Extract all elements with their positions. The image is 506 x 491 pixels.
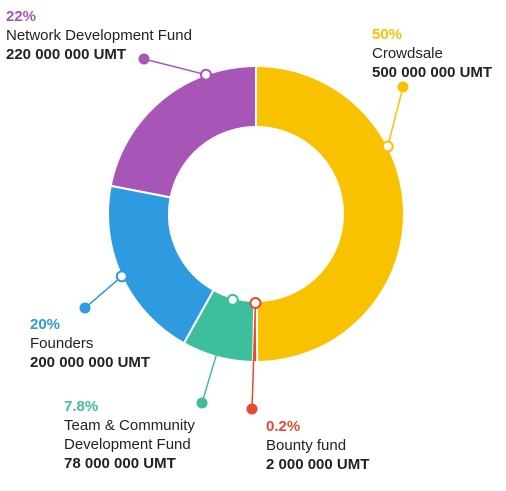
leader-dot-bounty-fund [246, 403, 258, 415]
leader-ring-network-development-fund [199, 68, 212, 81]
leader-dot-team-community [196, 397, 208, 409]
network-name: Network Development Fund [6, 27, 192, 44]
leader-line-bounty-fund [251, 302, 257, 410]
slice-network-development-fund [109, 64, 257, 199]
leader-dot-crowdsale [397, 81, 409, 93]
leader-line-crowdsale [386, 86, 404, 147]
crowdsale-amount: 500 000 000 UMT [372, 64, 493, 81]
bounty-percent: 0.2% [266, 418, 301, 435]
founders-percent: 20% [30, 316, 61, 333]
leader-dot-network-development-fund [138, 53, 150, 65]
founders-name: Founders [30, 335, 94, 352]
team-amount: 78 000 000 UMT [64, 455, 176, 472]
network-percent: 22% [6, 8, 37, 25]
crowdsale-name: Crowdsale [372, 45, 443, 62]
leader-dot-founders [79, 302, 91, 314]
leader-ring-team-community [226, 293, 239, 306]
label-crowdsale: 50% Crowdsale 500 000 000 UMT [372, 25, 492, 82]
team-name-line-2: Development Fund [64, 436, 191, 453]
team-name-line-1: Team & Community [64, 417, 195, 434]
leader-line-network-development-fund [143, 58, 207, 76]
label-network-development-fund: 22% Network Development Fund 220 000 000… [6, 7, 192, 64]
team-percent: 7.8% [64, 398, 99, 415]
leader-ring-bounty-fund [249, 296, 262, 309]
label-bounty-fund: 0.2% Bounty fund 2 000 000 UMT [266, 417, 369, 474]
leader-line-founders [84, 275, 123, 309]
label-founders: 20% Founders 200 000 000 UMT [30, 315, 150, 372]
slice-crowdsale [255, 64, 406, 364]
network-amount: 220 000 000 UMT [6, 46, 127, 63]
leader-ring-crowdsale [381, 140, 394, 153]
leader-line-team-community [201, 299, 234, 404]
crowdsale-percent: 50% [372, 26, 403, 43]
bounty-name: Bounty fund [266, 437, 347, 454]
founders-amount: 200 000 000 UMT [30, 354, 151, 371]
label-team-community: 7.8% Team & Community Development Fund 7… [64, 397, 195, 473]
bounty-amount: 2 000 000 UMT [266, 456, 370, 473]
leader-ring-founders [115, 270, 128, 283]
